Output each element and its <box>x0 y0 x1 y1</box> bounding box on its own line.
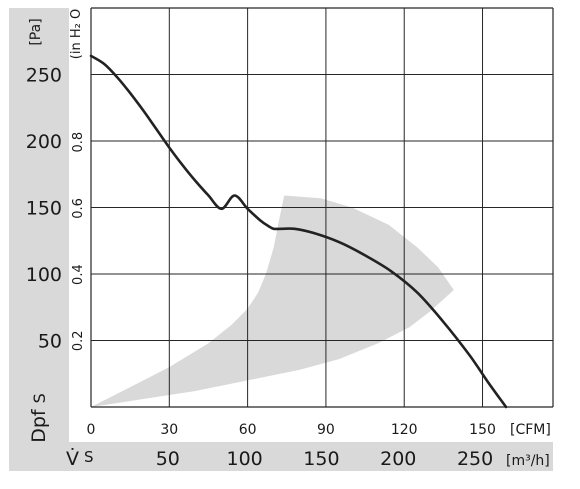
y-tick-label: 150 <box>26 198 62 220</box>
x-bottom-unit-label: [m³/h] <box>506 453 550 469</box>
inner-tick-label: 0.8 <box>71 132 86 153</box>
y-axis-title: Dpf S <box>28 393 50 443</box>
inner-tick-label: 0.2 <box>71 330 86 351</box>
x-top-unit-label: [CFM] <box>510 422 551 438</box>
x-bottom-tick-label: 100 <box>226 448 262 470</box>
x-top-tick-label: 60 <box>239 422 257 438</box>
x-bottom-tick-label: 50 <box>156 448 180 470</box>
plot-grid <box>90 7 554 408</box>
y-unit-label: [Pa] <box>28 18 44 45</box>
x-top-tick-label: 30 <box>160 422 178 438</box>
pressure-curve <box>89 54 508 409</box>
x-top-tick-label: 150 <box>469 422 496 438</box>
x-axis-title-main: V̇ <box>66 448 79 470</box>
y-axis-title-sub: S <box>30 393 49 403</box>
x-top-tick-label: 90 <box>317 422 335 438</box>
y-tick-label: 250 <box>26 65 62 87</box>
operating-region <box>91 195 454 407</box>
inner-unit-label: (in H₂ O <box>69 9 84 59</box>
y-tick-label: 200 <box>26 131 62 153</box>
x-axis-title-sub: S <box>84 448 94 466</box>
left-band <box>9 8 69 471</box>
bottom-band <box>9 442 553 471</box>
x-bottom-tick-label: 200 <box>380 448 416 470</box>
y-axis-title-main: Dpf <box>28 408 50 443</box>
pressure-curve-series <box>89 54 508 409</box>
y-tick-label: 100 <box>26 264 62 286</box>
y-tick-label: 50 <box>38 331 62 353</box>
inner-tick-label: 0.4 <box>71 264 86 285</box>
operating-region-area <box>91 195 454 407</box>
x-top-tick-label: 0 <box>87 422 96 438</box>
inner-tick-label: 0.6 <box>71 198 86 219</box>
axis-labels: 50 100 150 200 250 [Pa] 0.2 0.4 0.6 0.8 (in H₂ O Dp… <box>26 9 551 470</box>
x-bottom-tick-label: 150 <box>303 448 339 470</box>
x-bottom-tick-label: 250 <box>457 448 493 470</box>
x-top-tick-label: 120 <box>391 422 418 438</box>
